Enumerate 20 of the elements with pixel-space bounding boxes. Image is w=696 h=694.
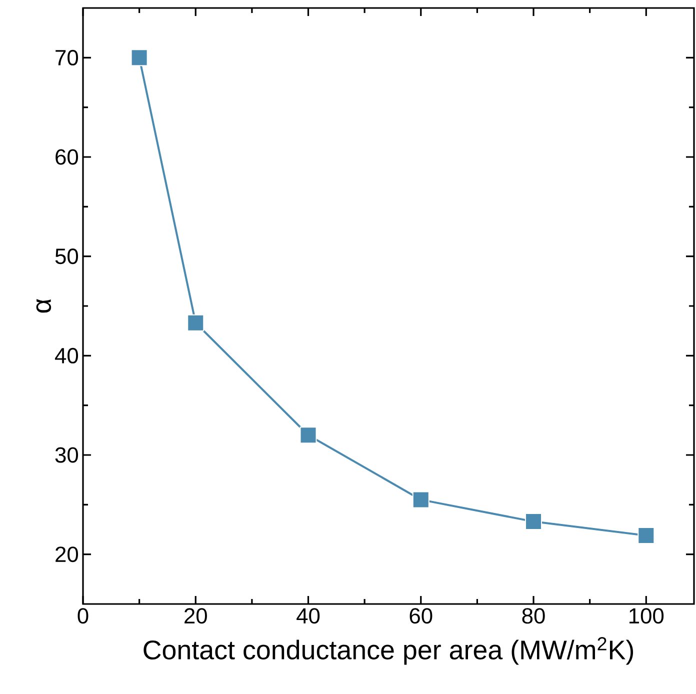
x-axis-title: Contact conductance per area (MW/m$^{2}$K): [144, 637, 634, 665]
point: [130, 49, 148, 66]
y-tick-label: 20: [56, 546, 78, 562]
y-tick-label: 70: [56, 50, 78, 66]
point: [638, 526, 655, 544]
point: [187, 314, 204, 332]
y-tick-label: 30: [55, 447, 78, 463]
x-tick-label: 20: [184, 608, 207, 624]
x-tick-label: 60: [410, 608, 432, 624]
y-axis-title: α: [36, 298, 52, 313]
x-tick-label: 80: [522, 608, 545, 624]
x-tick-label: 40: [296, 608, 320, 624]
point: [412, 491, 430, 508]
point: [525, 513, 542, 530]
x-tick-label: 0: [78, 608, 88, 624]
point: [300, 426, 317, 444]
y-tick-label: 40: [55, 348, 78, 364]
x-tick-label: 100: [630, 608, 664, 624]
y-tick-label: 60: [56, 149, 78, 165]
y-tick-label: 50: [55, 248, 78, 264]
